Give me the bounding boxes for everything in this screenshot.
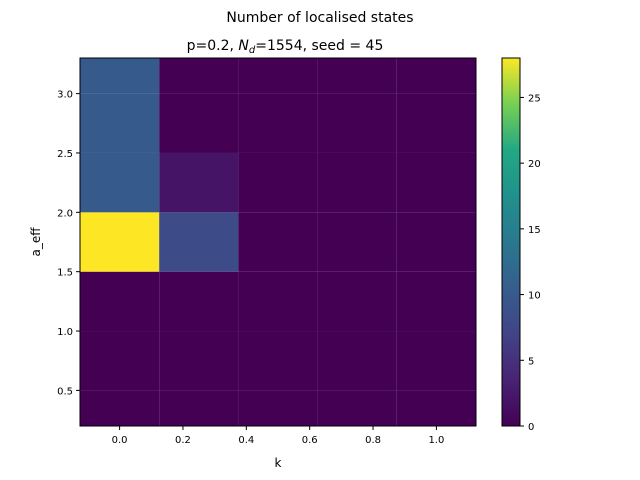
chart-title: p=0.2, Nd=1554, seed = 45	[187, 38, 384, 56]
colorbar	[501, 57, 521, 427]
heatmap-cell	[238, 152, 318, 213]
title-suffix: =1554, seed = 45	[255, 38, 383, 54]
heatmap-cell	[80, 152, 160, 213]
heatmap-cell	[396, 390, 476, 426]
x-tick-label: 0.6	[302, 435, 318, 446]
heatmap-cell	[80, 271, 160, 332]
heatmap-cell	[238, 271, 318, 332]
x-tick-label: 0.4	[238, 435, 254, 446]
x-tick-label: 0.2	[175, 435, 191, 446]
heatmap-cell	[396, 58, 476, 94]
heatmap-cell	[159, 58, 239, 94]
x-axis-ticks: 0.0 0.2 0.4 0.6 0.8 1.0	[112, 426, 444, 446]
heatmap-cell	[80, 390, 160, 426]
heatmap-cell	[80, 331, 160, 391]
heatmap-cell	[80, 93, 160, 153]
heatmap-cell	[238, 93, 318, 153]
heatmap-cell	[317, 331, 397, 391]
y-axis-ticks: 0.5 1.0 1.5 2.0 2.5 3.0	[57, 90, 80, 397]
heatmap-cell	[238, 58, 318, 94]
colorbar-tick-label: 10	[528, 291, 541, 302]
heatmap-cell	[159, 331, 239, 391]
heatmap-cell	[159, 93, 239, 153]
title-sub: d	[249, 45, 256, 56]
y-tick-label: 2.0	[57, 208, 73, 219]
heatmap-cell	[396, 93, 476, 153]
colorbar-tick-label: 20	[528, 159, 541, 170]
heatmap-cell	[238, 390, 318, 426]
x-tick-label: 0.8	[365, 435, 381, 446]
y-axis-label: a_eff	[29, 227, 43, 257]
heatmap-cell	[238, 212, 318, 272]
heatmap-cell	[317, 212, 397, 272]
heatmap-cell	[396, 331, 476, 391]
plot-frame	[79, 57, 477, 427]
heatmap-cell	[159, 271, 239, 332]
y-tick-label: 1.5	[57, 268, 73, 279]
x-tick-label: 1.0	[428, 435, 444, 446]
heatmap-cell	[317, 152, 397, 213]
heatmap-cells	[80, 58, 476, 426]
title-prefix: p=0.2,	[187, 38, 239, 54]
heatmap-cell	[80, 212, 160, 272]
colorbar-tick-label: 0	[528, 422, 534, 433]
heatmap-cell	[159, 152, 239, 213]
heatmap-cell	[396, 271, 476, 332]
heatmap-cell	[317, 58, 397, 94]
x-axis-label: k	[275, 456, 282, 470]
heatmap-cell	[396, 212, 476, 272]
title-n: N	[238, 38, 249, 54]
heatmap-cell	[159, 390, 239, 426]
colorbar-tick-label: 25	[528, 93, 541, 104]
y-tick-label: 0.5	[57, 386, 73, 397]
y-tick-label: 3.0	[57, 90, 73, 101]
colorbar-ticks: 0 5 10 15 20 25	[520, 93, 541, 433]
x-tick-label: 0.0	[112, 435, 128, 446]
heatmap-cell	[396, 152, 476, 213]
heatmap-cell	[317, 390, 397, 426]
y-tick-label: 2.5	[57, 149, 73, 160]
figure-suptitle: Number of localised states	[226, 10, 413, 26]
y-tick-label: 1.0	[57, 327, 73, 338]
heatmap-cell	[238, 331, 318, 391]
heatmap-cell	[317, 271, 397, 332]
heatmap-cell	[80, 58, 160, 94]
colorbar-tick-label: 5	[528, 356, 534, 367]
colorbar-tick-label: 15	[528, 225, 541, 236]
heatmap-cell	[159, 212, 239, 272]
heatmap-cell	[317, 93, 397, 153]
